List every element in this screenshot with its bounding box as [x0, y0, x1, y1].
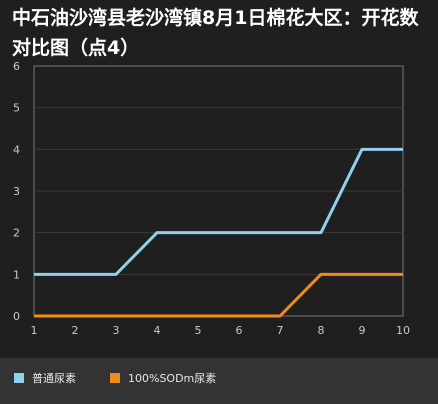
x-tick-label: 5: [195, 324, 202, 337]
x-tick-label: 10: [396, 324, 410, 337]
y-tick-label: 5: [13, 102, 20, 115]
legend-swatch-series-2: [110, 373, 120, 383]
legend-label-series-1: 普通尿素: [32, 372, 76, 385]
legend: 普通尿素 100%SODm尿素: [0, 358, 438, 404]
y-tick-label: 2: [13, 227, 20, 240]
x-tick-label: 2: [72, 324, 79, 337]
y-tick-label: 1: [13, 268, 20, 281]
x-tick-label: 4: [154, 324, 161, 337]
x-tick-label: 6: [236, 324, 243, 337]
legend-item-series-2[interactable]: 100%SODm尿素: [110, 371, 216, 385]
y-tick-label: 6: [13, 60, 20, 73]
legend-label-series-2: 100%SODm尿素: [128, 372, 217, 385]
x-tick-label: 1: [31, 324, 38, 337]
chart-title: 中石油沙湾县老沙湾镇8月1日棉花大区：开花数对比图（点4）: [12, 7, 419, 59]
y-tick-label: 4: [13, 143, 20, 156]
legend-swatch-series-1: [14, 373, 24, 383]
x-tick-label: 8: [318, 324, 325, 337]
legend-item-series-1[interactable]: 普通尿素: [14, 371, 76, 385]
x-tick-label: 9: [359, 324, 366, 337]
x-tick-label: 7: [277, 324, 284, 337]
series-line-1: [34, 147, 403, 276]
series-line-2: [34, 272, 403, 318]
y-tick-label: 0: [13, 310, 20, 323]
x-tick-label: 3: [113, 324, 120, 337]
y-tick-label: 3: [13, 185, 20, 198]
